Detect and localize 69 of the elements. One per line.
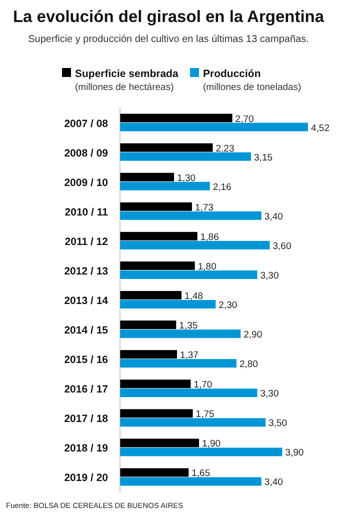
- y-tick-label: 2011 / 12: [64, 236, 108, 248]
- y-tick-label: 2012 / 13: [64, 265, 108, 278]
- data-label: 3,60: [272, 240, 292, 252]
- y-tick-label: 2015 / 16: [64, 354, 108, 366]
- data-label: 3,40: [264, 477, 283, 488]
- data-label: 1,80: [198, 261, 216, 272]
- bar: [120, 448, 282, 456]
- y-tick-label: 2014 / 15: [64, 324, 108, 337]
- data-label: 1,73: [194, 202, 214, 214]
- bar: [120, 388, 258, 398]
- bar: [120, 152, 252, 161]
- y-tick-label: 2018 / 19: [64, 442, 108, 455]
- bar: [120, 300, 216, 308]
- data-label: 3,30: [260, 270, 279, 282]
- legend-label: Superficie sembrada (millones de hectáreas): [75, 68, 178, 93]
- legend-label: Producción (millones de toneladas): [203, 68, 302, 93]
- bar: [120, 143, 213, 152]
- data-label: 1,30: [177, 172, 196, 184]
- data-label: 2,23: [216, 143, 234, 154]
- bar: [120, 468, 189, 477]
- y-tick-label: 2017 / 18: [64, 413, 108, 426]
- bar: [120, 359, 236, 368]
- data-label: 1,90: [202, 438, 221, 450]
- bar: [120, 477, 262, 486]
- bar: [120, 232, 198, 240]
- bar: [120, 202, 192, 211]
- chart-subtitle: Superficie y producción del cultivo en las últimas 13 campañas.: [28, 34, 309, 45]
- bar: [120, 261, 195, 270]
- y-tick-label: 2009 / 10: [64, 176, 108, 189]
- data-label: 1,86: [200, 232, 219, 243]
- data-label: 3,50: [268, 418, 288, 430]
- bar: [120, 270, 258, 279]
- data-label: 2,80: [239, 359, 258, 370]
- data-label: 3,30: [260, 388, 279, 400]
- y-tick-label: 2013 / 14: [64, 295, 108, 307]
- bar: [120, 350, 177, 359]
- data-label: 3,15: [254, 152, 273, 164]
- bar: [120, 172, 174, 182]
- bar: [120, 291, 182, 300]
- bar: [120, 418, 266, 427]
- data-label: 2,30: [218, 300, 238, 311]
- data-label: 4,52: [311, 122, 330, 134]
- y-tick-label: 2019 / 20: [64, 472, 108, 484]
- data-label: 2,90: [244, 330, 262, 341]
- data-label: 1,37: [180, 350, 198, 362]
- bar: [120, 409, 193, 418]
- bar: [120, 182, 210, 190]
- data-label: 1,70: [194, 380, 212, 391]
- bar: [120, 114, 232, 122]
- data-label: 3,40: [264, 211, 283, 222]
- bar: [120, 438, 200, 448]
- data-label: 3,90: [285, 448, 304, 459]
- bar: [120, 330, 241, 338]
- chart-title: La evolución del girasol en la Argentina: [12, 8, 325, 26]
- y-tick-label: 2008 / 09: [64, 147, 108, 160]
- data-label: 1,48: [184, 291, 204, 302]
- bar: [120, 240, 270, 250]
- bar: [120, 122, 308, 132]
- bar: [120, 380, 191, 388]
- y-tick-label: 2007 / 08: [64, 118, 108, 130]
- data-label: 1,65: [192, 468, 210, 480]
- data-label: 1,75: [196, 409, 214, 420]
- y-tick-label: 2010 / 11: [64, 206, 108, 218]
- bar: [120, 320, 176, 330]
- data-label: 2,70: [235, 114, 254, 125]
- bar: [120, 211, 262, 220]
- y-tick-label: 2016 / 17: [64, 384, 108, 396]
- data-label: 2,16: [212, 182, 232, 193]
- data-label: 1,35: [179, 320, 198, 332]
